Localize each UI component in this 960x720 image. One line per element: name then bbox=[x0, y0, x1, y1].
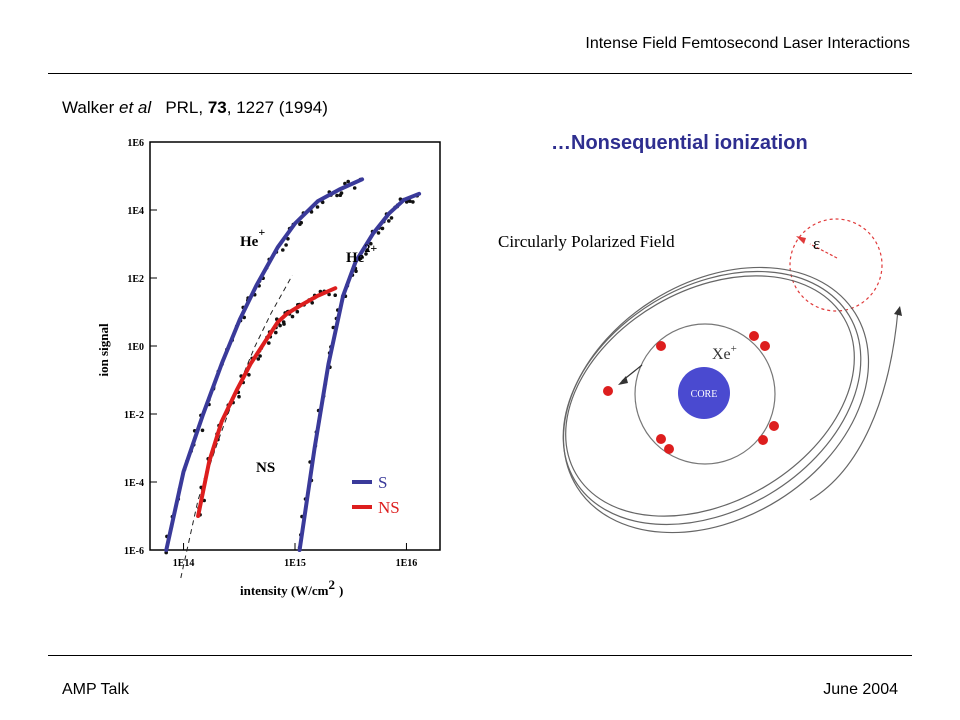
series-line-s bbox=[297, 191, 422, 552]
data-point bbox=[376, 231, 381, 235]
data-point bbox=[274, 330, 278, 335]
label-he-plus: He+ bbox=[240, 225, 265, 250]
y-tick-label: 1E2 bbox=[127, 274, 144, 285]
electron bbox=[769, 421, 779, 431]
polarized-field-diagram: Circularly Polarized Field ε CORE Xe+ bbox=[498, 218, 902, 534]
x-tick-label: 1E15 bbox=[284, 558, 306, 569]
data-point bbox=[281, 248, 285, 252]
series-line-s bbox=[164, 177, 365, 552]
footer-left: AMP Talk bbox=[62, 681, 129, 698]
data-point bbox=[281, 320, 286, 324]
ionization-chart: 1E6 1E4 1E2 1E0 1E-2 1E-4 1E-6 1E14 1E15 1E16 He+… bbox=[96, 138, 441, 598]
trajectory-exit bbox=[809, 309, 899, 501]
data-point bbox=[299, 220, 303, 225]
data-point bbox=[354, 269, 358, 273]
data-point bbox=[267, 341, 271, 345]
field-circle bbox=[789, 218, 883, 312]
data-point bbox=[343, 181, 347, 186]
slide-heading: …Nonsequential ionization bbox=[551, 132, 808, 154]
y-tick-label: 1E0 bbox=[127, 342, 144, 353]
data-point bbox=[408, 199, 412, 203]
field-symbol: ε bbox=[813, 234, 820, 253]
legend-label-s: S bbox=[378, 473, 387, 492]
field-arrow-icon bbox=[796, 236, 806, 244]
trajectory-2 bbox=[562, 270, 862, 526]
field-vector bbox=[809, 243, 838, 259]
data-point bbox=[320, 200, 325, 205]
electron-orbit bbox=[634, 323, 776, 465]
y-axis-label: ion signal bbox=[96, 323, 111, 376]
bottom-divider bbox=[48, 655, 912, 656]
data-point bbox=[352, 186, 357, 190]
data-point bbox=[247, 373, 251, 377]
data-point bbox=[365, 248, 370, 252]
plot-area bbox=[149, 141, 441, 551]
axis-ticks: 1E6 1E4 1E2 1E0 1E-2 1E-4 1E-6 1E14 1E15 1E16 bbox=[124, 138, 417, 569]
header-title: Intense Field Femtosecond Laser Interact… bbox=[585, 35, 910, 52]
data-point bbox=[256, 357, 261, 361]
data-point bbox=[339, 191, 344, 195]
data-point bbox=[387, 219, 391, 223]
data-point bbox=[278, 323, 282, 328]
data-point bbox=[310, 301, 314, 305]
data-point bbox=[369, 241, 373, 246]
legend: S NS bbox=[352, 473, 400, 517]
data-point bbox=[258, 354, 262, 358]
citation-volume: 73 bbox=[207, 98, 227, 117]
data-point bbox=[389, 216, 394, 220]
footer-right: June 2004 bbox=[823, 681, 898, 698]
x-axis-label: intensity (W/cm2) bbox=[240, 577, 343, 598]
ejection-arrow-icon bbox=[618, 376, 628, 385]
y-tick-label: 1E4 bbox=[127, 206, 144, 217]
dashed-reference-line bbox=[180, 275, 293, 579]
electron bbox=[656, 341, 666, 351]
electron bbox=[656, 434, 666, 444]
trajectory-arrow-icon bbox=[894, 306, 902, 316]
ion-label: Xe+ bbox=[712, 343, 737, 363]
dashed-reference-curve bbox=[180, 275, 293, 579]
x-tick-label: 1E14 bbox=[173, 558, 195, 569]
data-point bbox=[315, 205, 320, 209]
top-divider bbox=[48, 73, 912, 74]
data-point bbox=[346, 179, 351, 184]
data-point bbox=[380, 226, 385, 231]
data-point bbox=[284, 243, 288, 247]
data-point bbox=[411, 200, 415, 204]
electron bbox=[758, 435, 768, 445]
trajectory-3 bbox=[562, 266, 870, 534]
citation-rest: , 1227 (1994) bbox=[226, 98, 328, 117]
electron bbox=[664, 444, 674, 454]
data-point bbox=[200, 428, 205, 433]
y-tick-label: 1E6 bbox=[127, 138, 144, 149]
citation-journal: PRL, bbox=[165, 98, 204, 117]
y-tick-label: 1E-4 bbox=[124, 478, 144, 489]
core-label: CORE bbox=[691, 389, 718, 400]
y-tick-label: 1E-2 bbox=[124, 410, 144, 421]
citation: Walker et al PRL, 73, 1227 (1994) bbox=[62, 98, 328, 118]
data-point bbox=[327, 292, 331, 297]
series-lines bbox=[164, 177, 422, 552]
citation-etal: et al bbox=[119, 98, 152, 117]
electron bbox=[603, 386, 613, 396]
xe-core bbox=[678, 367, 730, 419]
data-point bbox=[333, 293, 337, 297]
label-he-2plus: He2+ bbox=[346, 241, 377, 266]
x-tick-label: 1E16 bbox=[396, 558, 418, 569]
data-point bbox=[335, 193, 339, 198]
series-line-ns bbox=[196, 286, 338, 518]
label-ns: NS bbox=[256, 460, 275, 476]
y-tick-label: 1E-6 bbox=[124, 546, 144, 557]
data-point bbox=[364, 252, 368, 256]
diagram-title: Circularly Polarized Field bbox=[498, 232, 675, 251]
data-point bbox=[295, 309, 300, 314]
data-point bbox=[237, 394, 241, 399]
legend-label-ns: NS bbox=[378, 498, 400, 517]
electron bbox=[760, 341, 770, 351]
trajectory-1 bbox=[565, 275, 855, 517]
plot-frame bbox=[149, 141, 441, 551]
electron bbox=[749, 331, 759, 341]
citation-author: Walker bbox=[62, 98, 115, 117]
data-point bbox=[290, 314, 295, 319]
